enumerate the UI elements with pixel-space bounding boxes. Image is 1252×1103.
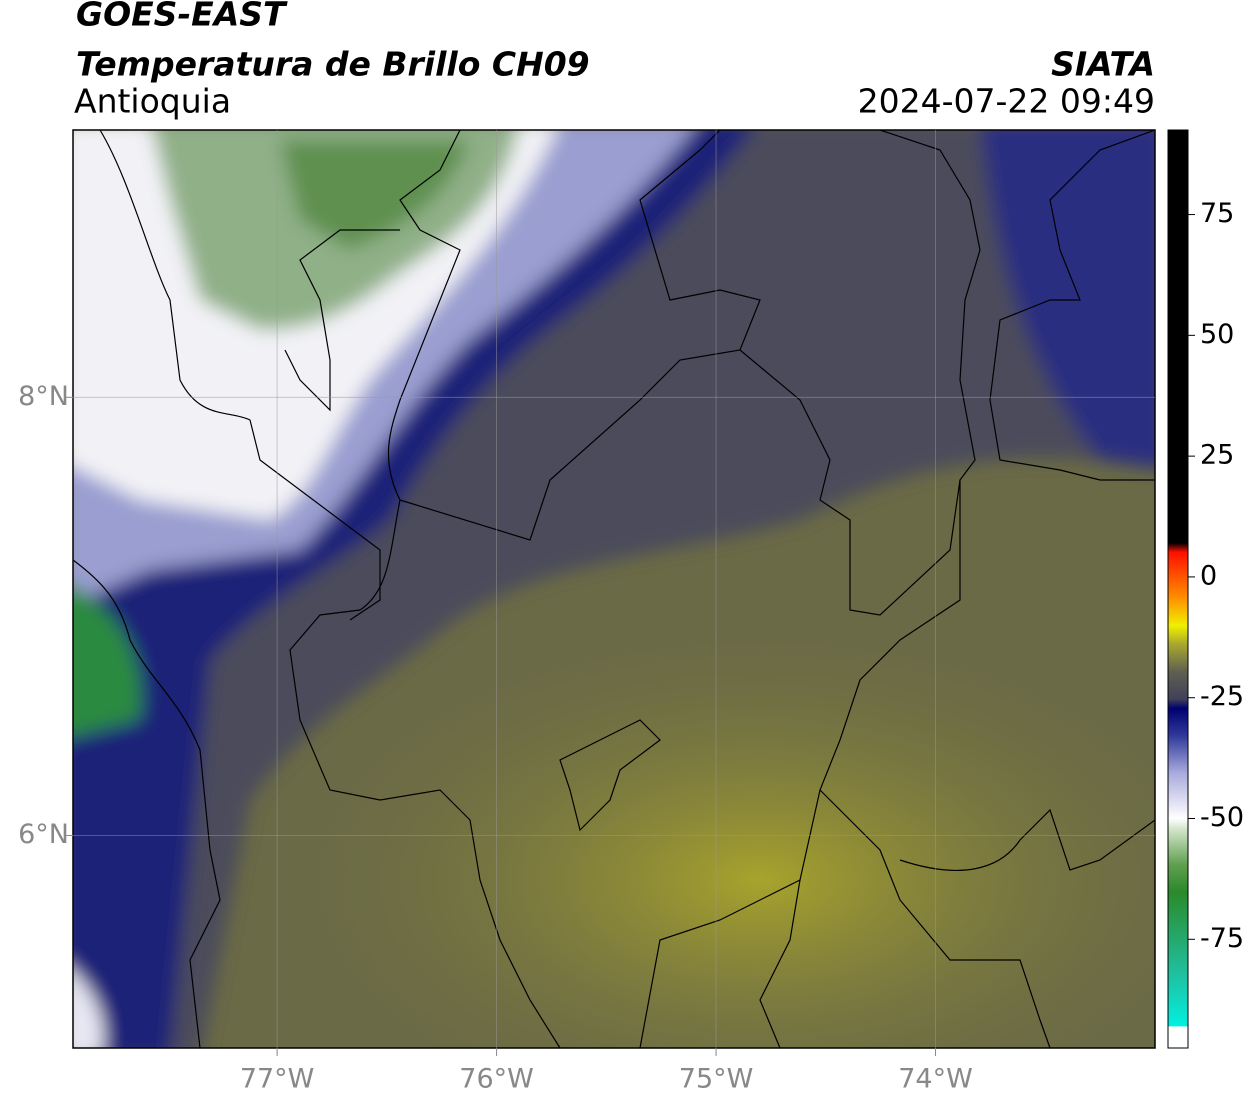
colorbar-tick-label: -25 <box>1200 681 1244 712</box>
colorbar-tick-label: 0 <box>1200 560 1217 591</box>
map-frame <box>72 129 1156 1049</box>
lat-tick-label: 6°N <box>18 819 69 850</box>
boundaries <box>73 130 1155 1048</box>
lon-tick-label: 77°W <box>240 1064 315 1095</box>
colorbar-tick-label: 50 <box>1200 319 1234 350</box>
satellite-image <box>73 130 1155 1048</box>
colorbar-tick-label: -50 <box>1200 802 1244 833</box>
datetime: 2024-07-22 09:49 <box>858 82 1155 121</box>
lon-tick-label: 74°W <box>898 1064 973 1095</box>
title: GOES-EAST <box>76 0 288 34</box>
colorbar-tick-label: -75 <box>1200 923 1244 954</box>
colorbar <box>1167 129 1189 1049</box>
colorbar-tick-label: 25 <box>1200 440 1234 471</box>
lon-tick-label: 75°W <box>679 1064 754 1095</box>
source: SIATA <box>1051 45 1155 84</box>
subtitle: Temperatura de Brillo CH09 <box>76 45 590 84</box>
colorbar-tick-label: 75 <box>1200 198 1234 229</box>
region: Antioquia <box>74 82 231 121</box>
lat-tick-label: 8°N <box>18 381 69 412</box>
lon-tick-label: 76°W <box>459 1064 534 1095</box>
